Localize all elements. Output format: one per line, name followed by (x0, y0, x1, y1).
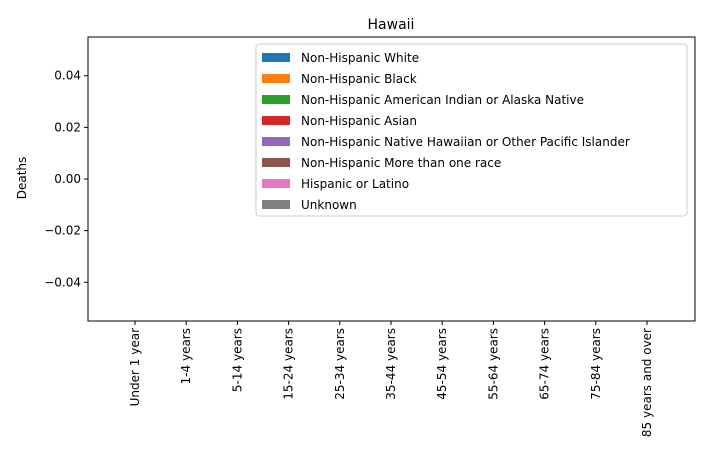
legend-label: Non-Hispanic White (301, 51, 419, 65)
x-tick-label: 75-84 years (589, 328, 603, 400)
x-tick-label: 35-44 years (384, 328, 398, 400)
y-tick-label: −0.02 (44, 224, 81, 238)
x-tick-label: 15-24 years (282, 328, 296, 400)
y-tick-label: 0.00 (54, 172, 81, 186)
x-tick-label: 55-64 years (486, 328, 500, 400)
legend-swatch (262, 74, 290, 83)
legend-box (255, 43, 688, 217)
x-tick-label: 1-4 years (179, 328, 193, 384)
legend-label: Unknown (301, 198, 357, 212)
legend-label: Non-Hispanic American Indian or Alaska N… (301, 93, 584, 107)
legend-swatch (262, 158, 290, 167)
legend-swatch (262, 179, 290, 188)
y-tick-label: 0.02 (54, 120, 81, 134)
legend-swatch (262, 116, 290, 125)
x-tick-label: Under 1 year (128, 328, 142, 406)
y-tick-label: −0.04 (44, 275, 81, 289)
legend-swatch (262, 53, 290, 62)
x-tick-label: 45-54 years (435, 328, 449, 400)
x-tick-label: 85 years and over (640, 328, 654, 437)
legend-swatch (262, 200, 290, 209)
legend-label: Hispanic or Latino (301, 177, 409, 191)
y-axis-label: Deaths (15, 157, 29, 200)
x-tick-label: 5-14 years (230, 328, 244, 392)
legend-label: Non-Hispanic More than one race (301, 156, 501, 170)
legend-label: Non-Hispanic Asian (301, 114, 417, 128)
y-tick-label: 0.04 (54, 69, 81, 83)
plot-frame (87, 36, 696, 322)
legend-label: Non-Hispanic Native Hawaiian or Other Pa… (301, 135, 630, 149)
legend-swatch (262, 137, 290, 146)
legend: Non-Hispanic White Non-Hispanic Black Non-… (255, 43, 688, 217)
x-axis: Under 1 year 1-4 years 5-14 years 15-24 yea… (128, 321, 654, 437)
chart-title: Hawaii (368, 17, 415, 33)
legend-label: Non-Hispanic Black (301, 72, 417, 86)
x-tick-label: 65-74 years (538, 328, 552, 400)
legend-swatch (262, 95, 290, 104)
y-axis: −0.04 −0.02 0.00 0.02 0.04 (44, 69, 88, 289)
x-tick-label: 25-34 years (333, 328, 347, 400)
